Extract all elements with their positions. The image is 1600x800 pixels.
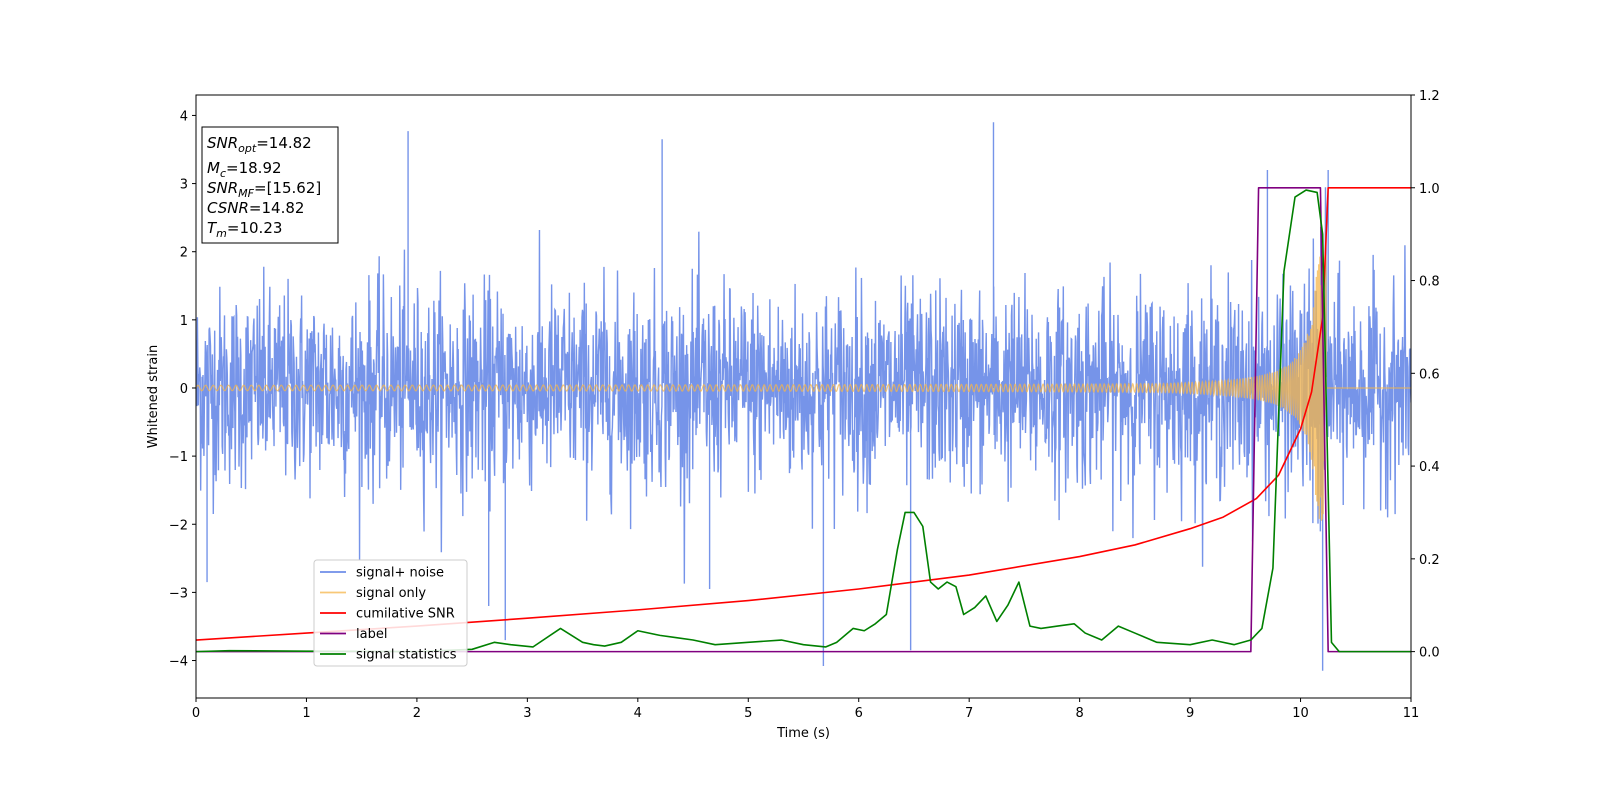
x-axis-ticks: 0 1 2 3 4 5 6 7 8 9 10 11 [192, 698, 1419, 721]
x-axis-label: Time (s) [776, 726, 830, 741]
info-subscript: m [216, 227, 227, 240]
y-tick-label: −4 [169, 655, 188, 670]
y-tick-label: 3 [180, 178, 188, 193]
y-tick-label: 4 [180, 109, 188, 124]
info-subscript: MF [238, 187, 254, 200]
y2-tick-label: 0.6 [1419, 367, 1440, 382]
series-signal-statistics [196, 189, 1411, 653]
y-tick-label: 1 [180, 314, 188, 329]
info-box-frame [201, 126, 339, 244]
y-tick-label: 0 [180, 382, 188, 397]
y-tick-label: −2 [169, 518, 188, 533]
info-value: =14.82 [249, 199, 305, 217]
info-subscript: opt [238, 142, 257, 155]
x-tick-label: 5 [744, 706, 752, 721]
x-tick-label: 1 [302, 706, 310, 721]
x-tick-label: 4 [634, 706, 642, 721]
legend: signal+ noise signal only cumilative SNR la… [313, 559, 468, 667]
info-symbol: M [207, 159, 220, 177]
series-cumulative-snr [196, 186, 1411, 641]
legend-entry: signal only [356, 586, 426, 601]
y2-tick-label: 0.2 [1419, 553, 1440, 568]
legend-entry: signal statistics [356, 648, 457, 663]
series-layer [196, 122, 1411, 671]
x-tick-label: 9 [1186, 706, 1194, 721]
x-tick-label: 8 [1075, 706, 1083, 721]
info-symbol: CSNR [207, 199, 249, 217]
series-signal-noise [196, 122, 1411, 671]
info-subscript: c [220, 167, 226, 180]
y-axis-ticks: −4 −3 −2 −1 0 1 2 3 4 [169, 109, 196, 670]
series-signal-only [196, 254, 1411, 521]
x-tick-label: 6 [855, 706, 863, 721]
y2-tick-label: 0.8 [1419, 275, 1440, 290]
x-tick-label: 2 [413, 706, 421, 721]
y2-tick-label: 1.0 [1419, 182, 1440, 197]
info-value: =10.23 [227, 219, 283, 237]
info-symbol: SNR [207, 179, 238, 197]
x-tick-label: 0 [192, 706, 200, 721]
info-value: =14.82 [256, 134, 312, 152]
y-tick-label: 2 [180, 246, 188, 261]
legend-frame [313, 559, 468, 667]
info-line: Mc=18.92 [207, 159, 282, 180]
x-tick-label: 7 [965, 706, 973, 721]
info-value: =[15.62] [254, 179, 321, 197]
plot-frame [195, 94, 1412, 699]
info-line: SNRMF=[15.62] [207, 179, 321, 200]
snr-info-box: SNRopt=14.82Mc=18.92SNRMF=[15.62]CSNR=14… [201, 126, 339, 244]
y2-tick-label: 0.4 [1419, 460, 1440, 475]
y2-tick-label: 0.0 [1419, 646, 1440, 661]
x-tick-label: 11 [1403, 706, 1420, 721]
info-symbol: SNR [207, 134, 238, 152]
y-tick-label: −1 [169, 450, 188, 465]
info-line: Tm=10.23 [207, 219, 282, 240]
info-line: SNRopt=14.82 [207, 134, 312, 155]
info-line: CSNR=14.82 [207, 199, 304, 217]
y-axis-label: Whitened strain [146, 345, 161, 448]
legend-entry: label [356, 627, 387, 642]
y2-tick-label: 1.2 [1419, 89, 1440, 104]
legend-entry: signal+ noise [356, 566, 444, 581]
y-tick-label: −3 [169, 586, 188, 601]
legend-entry: cumilative SNR [356, 607, 455, 622]
info-value: =18.92 [226, 159, 282, 177]
x-tick-label: 10 [1292, 706, 1309, 721]
x-tick-label: 3 [523, 706, 531, 721]
y2-axis-ticks: 0.0 0.2 0.4 0.6 0.8 1.0 1.2 [1411, 89, 1440, 661]
info-symbol: T [207, 219, 218, 237]
